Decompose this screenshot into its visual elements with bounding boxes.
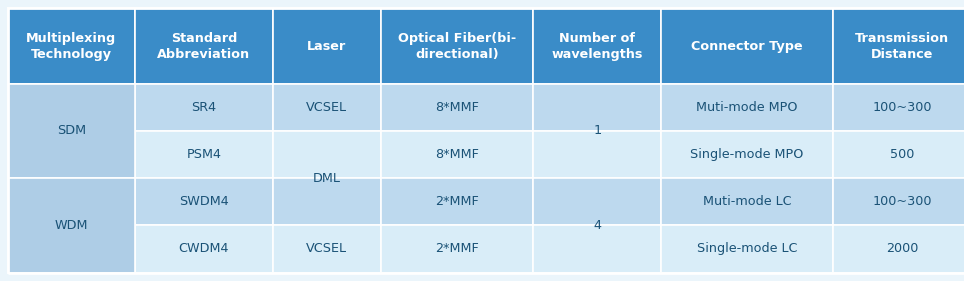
Bar [661,84,833,131]
Bar [833,225,964,273]
Bar [135,84,273,131]
Text: CWDM4: CWDM4 [178,243,229,255]
Bar [273,84,381,131]
Bar [273,131,381,178]
Bar [135,225,273,273]
Text: Multiplexing
Technology: Multiplexing Technology [26,31,117,61]
Text: 2*MMF: 2*MMF [435,195,479,208]
Bar [533,225,661,273]
Bar [833,131,964,178]
Bar [8,178,135,273]
Bar [381,131,533,178]
Text: Number of
wavelengths: Number of wavelengths [551,31,643,61]
Bar [8,84,135,178]
Text: Single-mode LC: Single-mode LC [697,243,797,255]
Text: 1: 1 [593,124,602,137]
Bar [135,8,273,84]
Text: SWDM4: SWDM4 [179,195,228,208]
Text: VCSEL: VCSEL [307,101,347,114]
Bar [533,84,661,131]
Bar [273,178,381,225]
Bar [8,225,135,273]
Text: VCSEL: VCSEL [307,243,347,255]
Text: 2*MMF: 2*MMF [435,243,479,255]
Text: Laser: Laser [308,40,346,53]
Bar [533,8,661,84]
Bar [8,178,135,225]
Text: DML: DML [313,172,340,185]
Bar [135,131,273,178]
Bar [381,178,533,225]
Text: 8*MMF: 8*MMF [435,148,479,161]
Text: Optical Fiber(bi-
directional): Optical Fiber(bi- directional) [398,31,516,61]
Text: 500: 500 [890,148,915,161]
Bar [661,225,833,273]
Text: SDM: SDM [57,124,86,137]
Text: Standard
Abbreviation: Standard Abbreviation [157,31,251,61]
Bar [381,225,533,273]
Bar [8,84,135,131]
Bar [661,8,833,84]
Bar [381,8,533,84]
Bar [833,178,964,225]
Bar [533,131,661,178]
Bar [661,178,833,225]
Bar [833,8,964,84]
Text: Muti-mode LC: Muti-mode LC [703,195,791,208]
Text: Single-mode MPO: Single-mode MPO [690,148,804,161]
Text: 100~300: 100~300 [872,195,932,208]
Bar [8,131,135,178]
Text: Muti-mode MPO: Muti-mode MPO [696,101,798,114]
Bar [661,131,833,178]
Text: 8*MMF: 8*MMF [435,101,479,114]
Text: WDM: WDM [55,219,88,232]
Bar [833,84,964,131]
Text: 100~300: 100~300 [872,101,932,114]
Text: 4: 4 [593,219,602,232]
Bar [381,84,533,131]
Text: Transmission
Distance: Transmission Distance [855,31,950,61]
Text: Connector Type: Connector Type [691,40,803,53]
Bar [135,178,273,225]
Bar [533,178,661,225]
Text: 2000: 2000 [886,243,919,255]
Bar [273,8,381,84]
Bar [273,225,381,273]
Text: PSM4: PSM4 [186,148,222,161]
Bar [8,8,135,84]
Text: SR4: SR4 [191,101,217,114]
